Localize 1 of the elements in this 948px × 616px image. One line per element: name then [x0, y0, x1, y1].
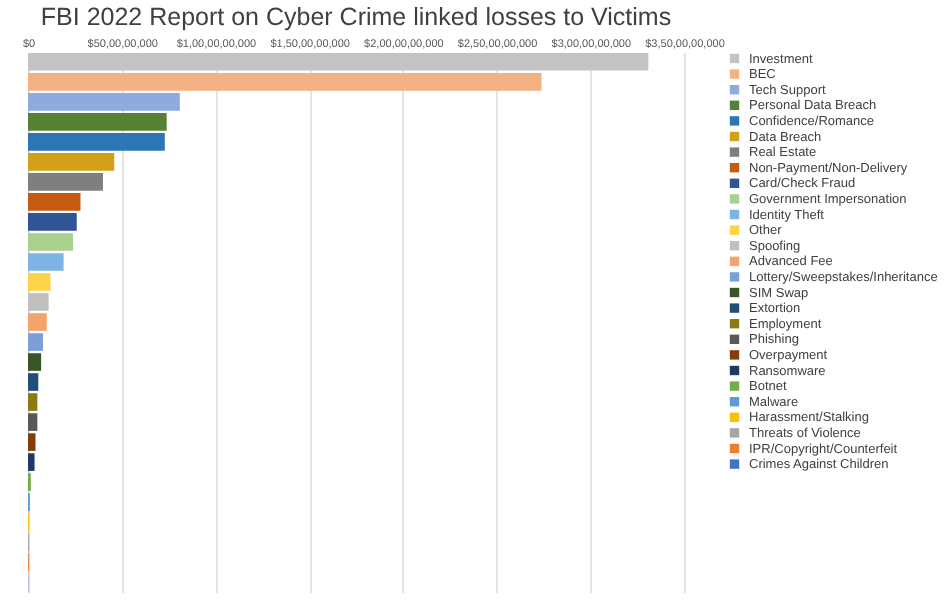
chart-title: FBI 2022 Report on Cyber Crime linked losses to Victims: [40, 3, 672, 31]
